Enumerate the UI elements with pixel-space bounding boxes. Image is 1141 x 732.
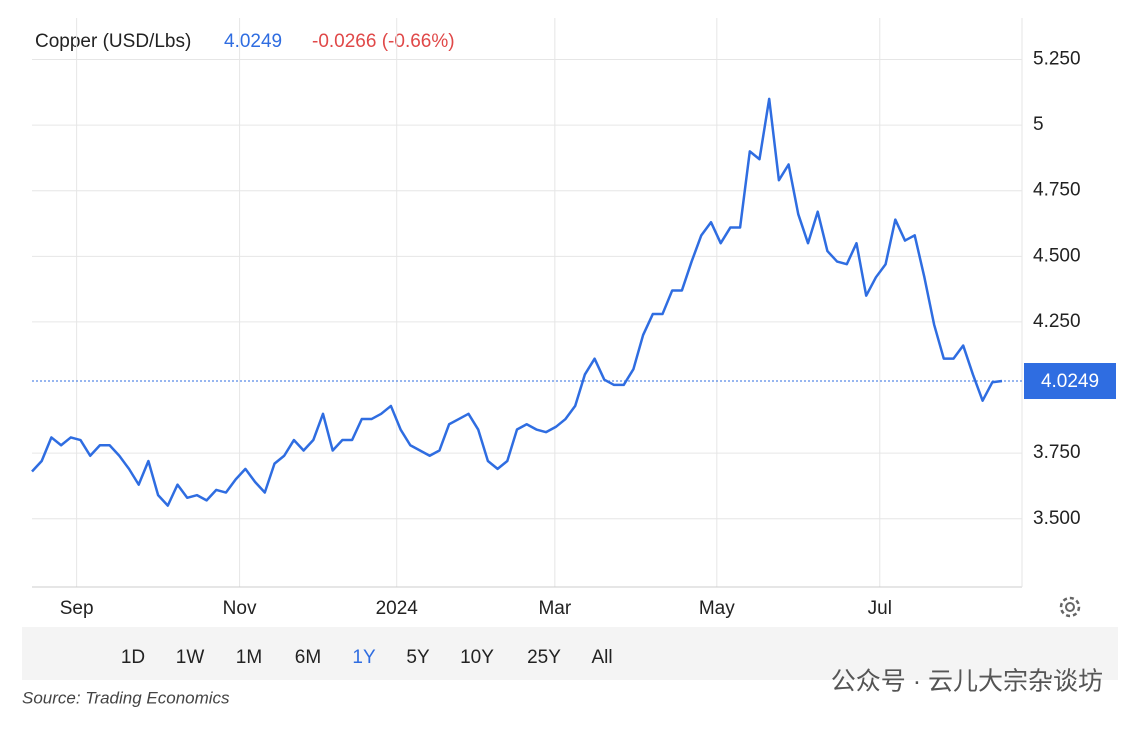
range-button[interactable]: All [591,647,612,668]
range-button[interactable]: 1M [236,647,262,668]
source: Source: Trading Economics [22,688,230,707]
range-button[interactable]: 10Y [460,647,494,668]
y-tick-label: 5.250 [1033,49,1081,70]
range-button[interactable]: 1W [176,647,205,668]
y-tick-label: 4.250 [1033,311,1081,332]
chart-title: Copper (USD/Lbs) [35,31,191,52]
x-tick-label: Mar [538,598,571,619]
range-button[interactable]: 1D [121,647,145,668]
settings-icon[interactable] [1059,596,1081,618]
x-tick-label: Sep [60,598,94,619]
x-tick-label: Jul [868,598,892,619]
watermark: 公众号 · 云儿大宗杂谈坊 [831,668,1103,696]
range-button[interactable]: 5Y [406,647,430,668]
y-tick-label: 5 [1033,114,1044,135]
header-value: 4.0249 [224,31,282,52]
range-button[interactable]: 25Y [527,647,561,668]
y-tick-label: 3.500 [1033,508,1081,529]
last-value-label: 4.0249 [1041,371,1099,392]
range-bar [22,627,1118,680]
x-tick-label: 2024 [376,598,419,619]
x-tick-label: May [699,598,735,619]
last-value-tag [1024,363,1116,400]
range-button[interactable]: 6M [295,647,321,668]
y-tick-label: 3.750 [1033,442,1081,463]
y-tick-label: 4.750 [1033,180,1081,201]
price-line [31,97,1003,507]
header-change: -0.0266 (-0.66%) [312,31,455,52]
x-tick-label: Nov [223,598,257,619]
range-button[interactable]: 1Y [352,647,376,668]
y-tick-label: 4.500 [1033,245,1081,266]
